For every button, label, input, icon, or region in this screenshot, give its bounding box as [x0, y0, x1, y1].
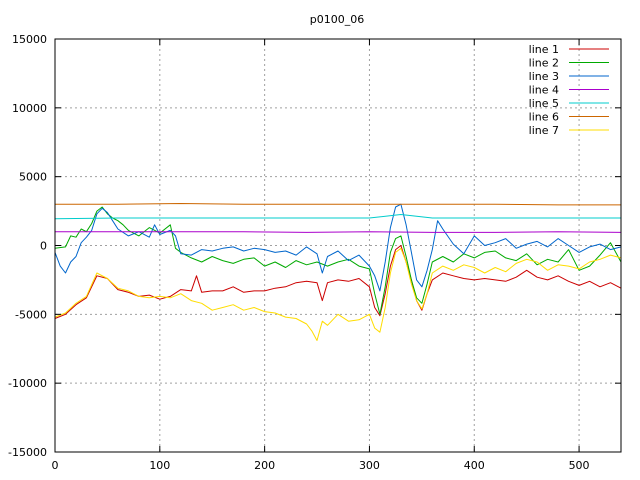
x-tick-label: 300: [359, 459, 380, 472]
x-tick-label: 200: [254, 459, 275, 472]
series-lines: [54, 203, 622, 341]
y-tick-label: 10000: [12, 102, 47, 115]
series-line-4: [55, 231, 622, 233]
y-tick-label: -5000: [15, 308, 47, 321]
x-tick-label: 100: [149, 459, 170, 472]
x-tick-label: 0: [52, 459, 59, 472]
axis-ticks: -15000 -10000 -5000 0 5000 10000 15000 0 100 200 3…: [8, 33, 621, 472]
x-tick-label: 500: [569, 459, 590, 472]
series-line-6: [55, 203, 621, 206]
series-line-3: [54, 203, 622, 292]
y-tick-label: -15000: [8, 446, 47, 459]
series-line-2: [54, 206, 622, 315]
y-tick-label: -10000: [8, 377, 47, 390]
legend-label: line 7: [529, 124, 559, 137]
grid: [55, 39, 621, 452]
legend-label: line 4: [529, 84, 559, 97]
y-tick-label: 15000: [12, 33, 47, 46]
legend-label: line 1: [529, 43, 559, 56]
y-tick-label: 0: [40, 240, 47, 253]
legend-label: line 6: [529, 111, 559, 124]
x-tick-label: 400: [464, 459, 485, 472]
legend-label: line 2: [529, 57, 559, 70]
y-tick-label: 5000: [19, 171, 47, 184]
chart-title: p0100_06: [310, 13, 364, 26]
series-line-1: [54, 245, 622, 319]
series-line-7: [54, 247, 622, 341]
series-line-5: [54, 214, 621, 220]
legend-label: line 3: [529, 70, 559, 83]
legend-label: line 5: [529, 97, 559, 110]
